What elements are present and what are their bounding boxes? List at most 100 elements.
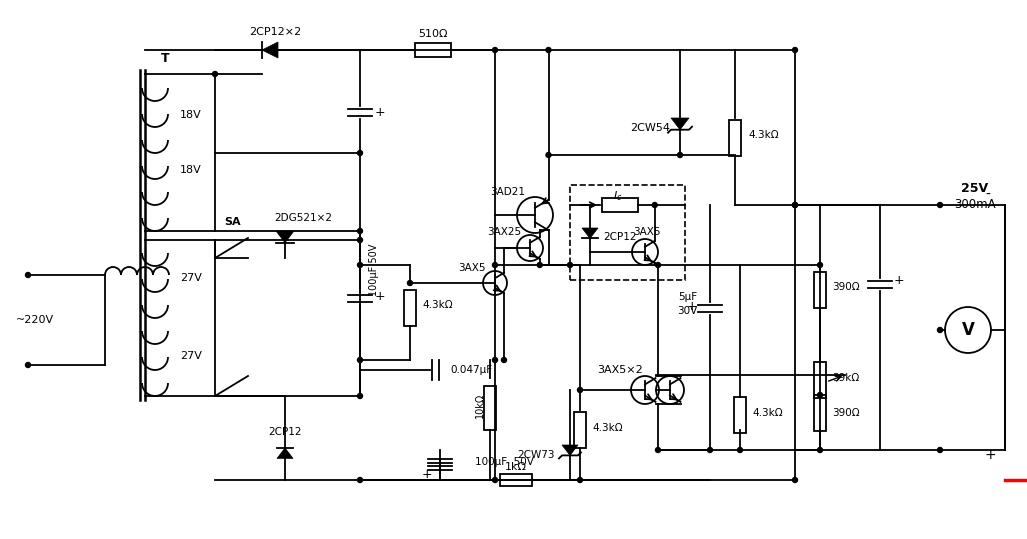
Circle shape (938, 328, 943, 333)
Text: +: + (985, 448, 996, 462)
Circle shape (357, 238, 363, 243)
Text: 25V: 25V (961, 182, 989, 195)
Circle shape (577, 388, 582, 392)
Circle shape (26, 273, 31, 278)
Text: 390Ω: 390Ω (832, 282, 860, 292)
Circle shape (793, 47, 798, 52)
Text: 18V: 18V (180, 110, 201, 120)
Bar (814, 362, 826, 398)
Text: SA: SA (225, 217, 241, 227)
Circle shape (817, 447, 823, 453)
Text: 4.3kΩ: 4.3kΩ (592, 423, 622, 433)
Circle shape (408, 280, 413, 286)
Polygon shape (562, 445, 578, 455)
Circle shape (493, 357, 497, 363)
Bar (570, 185, 685, 280)
Text: 2CP12: 2CP12 (603, 232, 637, 242)
Text: 3AX5×2: 3AX5×2 (597, 365, 643, 375)
Text: V: V (961, 321, 975, 339)
Text: 0.047µF: 0.047µF (450, 365, 492, 375)
Text: 27V: 27V (180, 273, 202, 283)
Text: +: + (422, 468, 432, 481)
Circle shape (493, 478, 497, 482)
Circle shape (655, 262, 660, 267)
Text: 3AX25: 3AX25 (487, 227, 521, 237)
Polygon shape (671, 118, 689, 130)
Circle shape (938, 203, 943, 208)
Circle shape (546, 47, 551, 52)
Polygon shape (582, 228, 598, 238)
Text: 100µF  50V: 100µF 50V (476, 457, 534, 467)
Text: 510Ω: 510Ω (418, 29, 448, 39)
Text: 2CW54: 2CW54 (630, 123, 670, 133)
Text: 5µF: 5µF (678, 292, 697, 302)
Text: 2CP12: 2CP12 (268, 427, 302, 437)
Text: 3AD21: 3AD21 (490, 187, 525, 197)
Bar (574, 412, 586, 448)
Circle shape (817, 262, 823, 267)
Polygon shape (277, 448, 293, 458)
Text: 10kΩ: 10kΩ (476, 392, 485, 418)
Bar (484, 386, 496, 430)
Text: $I_c$: $I_c$ (613, 189, 622, 203)
Circle shape (357, 262, 363, 267)
Circle shape (357, 357, 363, 363)
Circle shape (652, 203, 657, 208)
Circle shape (678, 153, 683, 157)
Circle shape (817, 392, 823, 397)
Text: -: - (985, 188, 990, 202)
Circle shape (577, 478, 582, 482)
Text: T: T (160, 52, 169, 65)
Text: 2CW73: 2CW73 (518, 450, 555, 460)
Circle shape (357, 229, 363, 233)
Circle shape (493, 47, 497, 52)
Text: 1kΩ: 1kΩ (505, 462, 527, 472)
Text: 4.3kΩ: 4.3kΩ (752, 408, 783, 418)
Circle shape (26, 363, 31, 368)
Circle shape (568, 262, 572, 267)
Text: 2CP12×2: 2CP12×2 (249, 27, 301, 37)
Circle shape (546, 153, 551, 157)
Text: 3AX5: 3AX5 (633, 227, 660, 237)
Text: +: + (893, 273, 905, 287)
Text: 39kΩ: 39kΩ (832, 373, 860, 383)
Bar (729, 120, 741, 156)
Bar (602, 198, 638, 212)
Text: ~220V: ~220V (16, 315, 54, 325)
Text: 300mA: 300mA (954, 198, 996, 211)
Text: 27V: 27V (180, 351, 202, 361)
Text: 100µF 50V: 100µF 50V (369, 244, 379, 296)
Circle shape (357, 393, 363, 398)
Circle shape (938, 447, 943, 453)
Circle shape (793, 203, 798, 208)
Text: 3AX5: 3AX5 (458, 263, 486, 273)
Circle shape (793, 478, 798, 482)
Circle shape (357, 150, 363, 155)
Polygon shape (276, 231, 294, 243)
Bar (404, 290, 416, 326)
Circle shape (708, 447, 713, 453)
Circle shape (537, 262, 542, 267)
Circle shape (737, 447, 743, 453)
Bar (814, 395, 826, 431)
Text: 4.3kΩ: 4.3kΩ (422, 300, 453, 310)
Circle shape (793, 203, 798, 208)
Text: 2DG521×2: 2DG521×2 (274, 213, 332, 223)
Bar (734, 397, 746, 433)
Text: 390Ω: 390Ω (832, 408, 860, 418)
Text: +: + (686, 300, 697, 313)
Text: 18V: 18V (180, 165, 201, 175)
Bar (415, 43, 451, 57)
Text: 4.3kΩ: 4.3kΩ (748, 130, 778, 140)
Bar (814, 272, 826, 308)
Text: +: + (375, 106, 385, 119)
Circle shape (501, 357, 506, 363)
Polygon shape (262, 42, 278, 58)
Bar (500, 474, 532, 486)
Text: 30V: 30V (677, 306, 697, 316)
Circle shape (655, 447, 660, 453)
Text: +: + (375, 289, 385, 302)
Circle shape (213, 72, 218, 77)
Circle shape (493, 262, 497, 267)
Circle shape (357, 478, 363, 482)
